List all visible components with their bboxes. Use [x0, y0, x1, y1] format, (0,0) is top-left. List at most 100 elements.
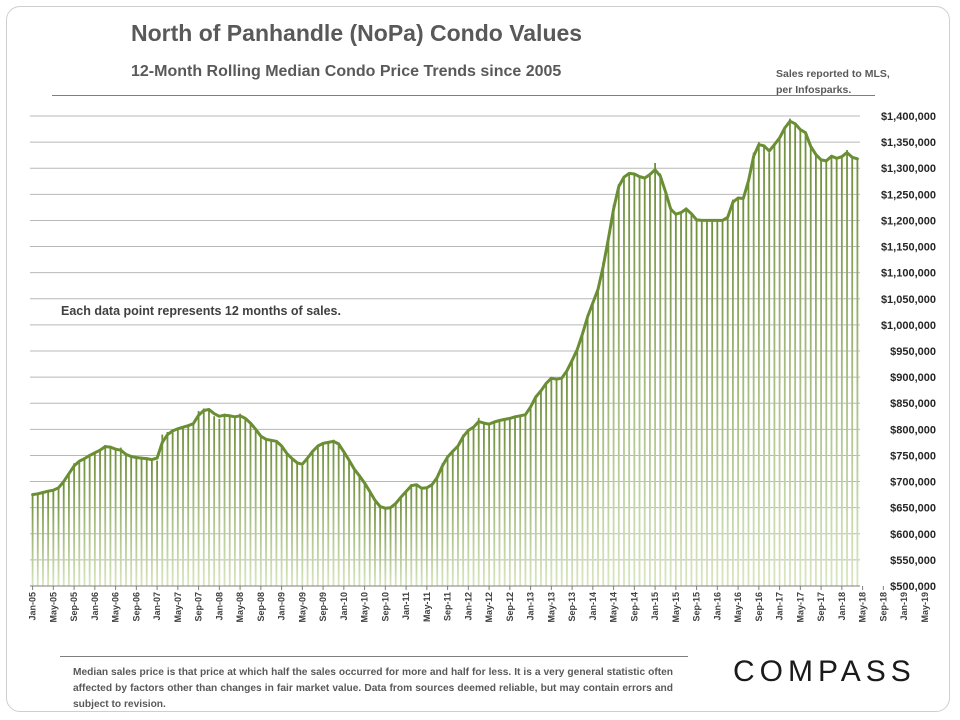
bar — [270, 439, 273, 586]
bar — [591, 301, 594, 586]
bar — [125, 455, 127, 586]
bar — [498, 419, 501, 586]
bar — [384, 508, 387, 586]
bar — [187, 425, 190, 586]
bar — [425, 487, 428, 586]
bar — [228, 416, 231, 586]
bar — [151, 459, 153, 586]
bar — [550, 377, 553, 586]
bar — [415, 484, 418, 586]
x-tick-label: Sep-12 — [505, 592, 515, 622]
x-tick-label: May-09 — [297, 592, 307, 623]
bar — [607, 236, 610, 586]
x-tick-label: Sep-15 — [692, 592, 702, 622]
x-tick-label: May-11 — [422, 592, 432, 622]
bar — [254, 429, 257, 586]
bar — [400, 496, 402, 586]
bar — [540, 390, 542, 586]
bar — [182, 426, 184, 586]
bar — [389, 507, 392, 586]
gridlines — [30, 115, 860, 587]
x-tick-label: Sep-10 — [380, 592, 390, 622]
bar — [809, 147, 812, 587]
bar — [830, 155, 833, 586]
bar — [695, 220, 698, 586]
x-tick-label: Sep-07 — [194, 592, 204, 622]
bar — [446, 455, 449, 586]
bar — [503, 418, 506, 586]
bar — [405, 490, 407, 586]
bar — [477, 417, 480, 586]
bar — [586, 314, 589, 586]
bar — [36, 493, 39, 586]
x-tick-label: May-18 — [858, 592, 868, 623]
bar — [57, 488, 60, 586]
bar — [145, 458, 148, 586]
bar — [773, 144, 776, 586]
y-tick-label: $950,000 — [890, 346, 936, 358]
bar — [83, 458, 86, 586]
source-line-1: Sales reported to MLS, — [776, 68, 890, 80]
bar — [856, 158, 859, 587]
bar — [317, 445, 319, 586]
bar — [617, 183, 620, 586]
bar — [706, 220, 708, 586]
bar — [166, 431, 169, 586]
bar — [337, 442, 340, 586]
bar — [239, 413, 241, 586]
bar — [555, 379, 558, 586]
y-tick-label: $800,000 — [890, 424, 936, 436]
x-tick-label: Jan-10 — [339, 592, 349, 621]
x-tick-label: Sep-13 — [567, 592, 577, 622]
bar — [68, 473, 70, 586]
bar — [638, 176, 641, 587]
bar — [778, 136, 781, 586]
x-tick-label: Sep-06 — [131, 592, 141, 622]
x-tick-label: Jan-09 — [277, 592, 287, 621]
bar — [472, 426, 475, 586]
bar — [804, 131, 807, 586]
bar — [623, 176, 625, 587]
bar — [332, 439, 335, 586]
y-axis: $500,000 $550,000 $600,000 $650,000 $700,000… — [881, 111, 936, 593]
x-tick-label: Jan-17 — [775, 592, 785, 621]
x-tick-label: Sep-16 — [754, 592, 764, 622]
bar — [763, 144, 765, 586]
bar — [680, 212, 682, 586]
bar — [721, 220, 724, 586]
x-tick-label: Sep-11 — [443, 592, 453, 621]
bar — [62, 481, 65, 586]
bar — [234, 417, 236, 586]
bar — [327, 442, 330, 586]
bar — [208, 408, 210, 586]
x-tick-label: Jan-11 — [401, 592, 411, 620]
bar — [690, 212, 693, 586]
bar — [560, 378, 563, 586]
bar — [285, 454, 288, 586]
bar — [742, 199, 745, 587]
bar — [835, 158, 838, 587]
chart-title: North of Panhandle (NoPa) Condo Values — [131, 20, 583, 46]
bar — [99, 450, 101, 586]
x-tick-label: Sep-17 — [816, 592, 826, 622]
y-tick-label: $650,000 — [890, 503, 936, 515]
bar — [306, 458, 309, 586]
bar — [825, 161, 828, 586]
bar — [581, 332, 584, 586]
bar — [93, 452, 96, 586]
bar — [700, 220, 703, 586]
x-tick-label: May-10 — [360, 592, 370, 623]
bar — [368, 492, 371, 586]
bar — [47, 490, 50, 586]
bar — [223, 413, 226, 586]
bar — [519, 414, 522, 586]
bar — [643, 178, 646, 586]
bars — [31, 118, 859, 587]
title-divider — [52, 95, 875, 96]
y-tick-label: $1,200,000 — [881, 215, 936, 227]
x-tick-label: Jan-13 — [526, 592, 536, 621]
bar — [571, 358, 573, 586]
footnote: Median sales price is that price at whic… — [73, 667, 673, 710]
x-tick-label: Sep-05 — [69, 592, 79, 622]
bar — [711, 220, 714, 586]
